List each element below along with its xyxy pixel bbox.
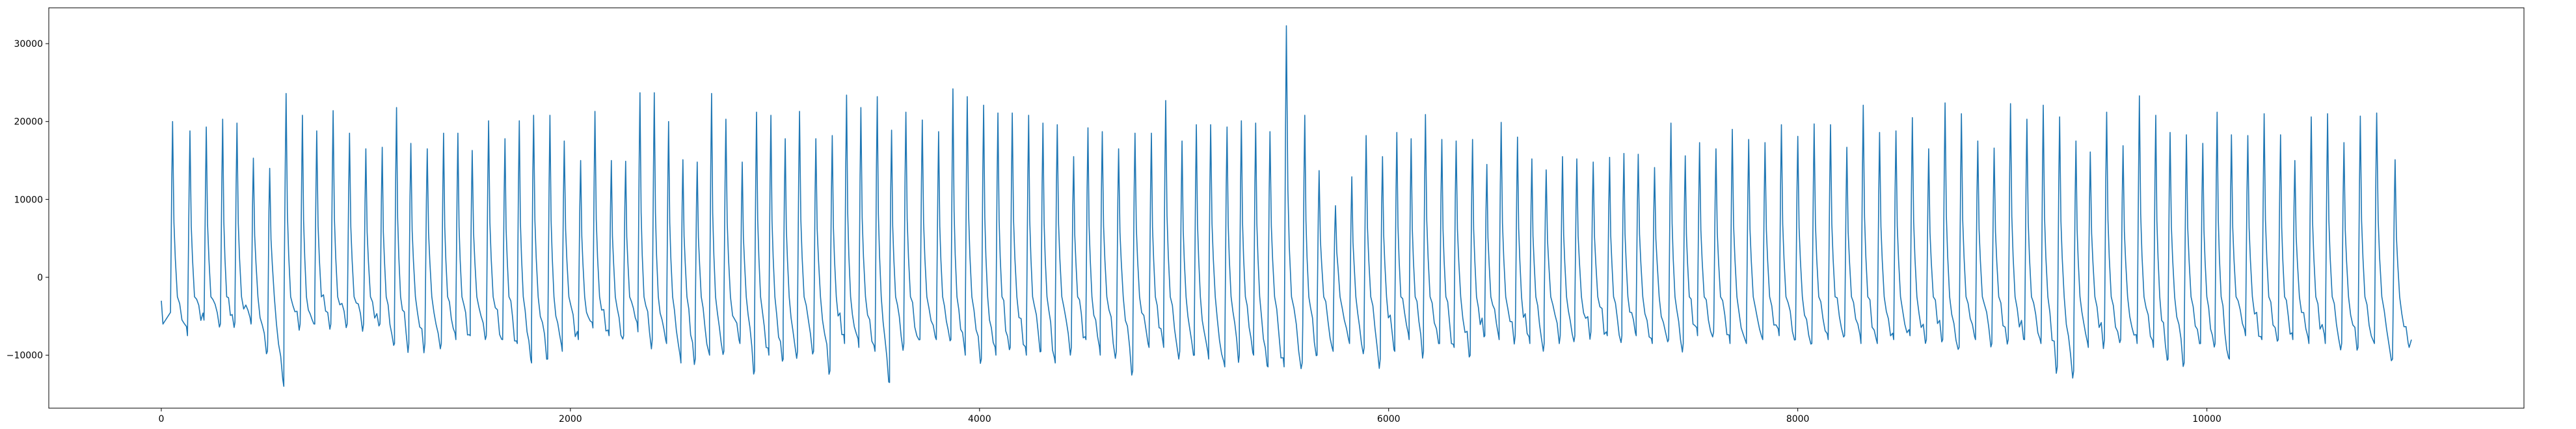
y-tick-label: 0 [37,273,43,283]
y-tick-label: 30000 [14,39,43,49]
y-tick-label: 20000 [14,117,43,128]
x-tick-label: 2000 [559,414,582,424]
x-tick-label: 0 [158,414,164,424]
plot-frame [48,7,2525,409]
x-tick-label: 4000 [968,414,991,424]
series-line [161,25,2412,387]
x-tick-label: 10000 [2192,414,2221,424]
y-tick-label: −10000 [7,351,43,361]
x-tick-label: 6000 [1377,414,1401,424]
x-axis: 0 2000 4000 6000 8000 10000 [158,408,2221,424]
series-layer [161,25,2412,387]
y-tick-label: 10000 [14,195,43,205]
y-axis: −10000 0 10000 20000 30000 [7,39,49,361]
x-tick-label: 8000 [1786,414,1810,424]
